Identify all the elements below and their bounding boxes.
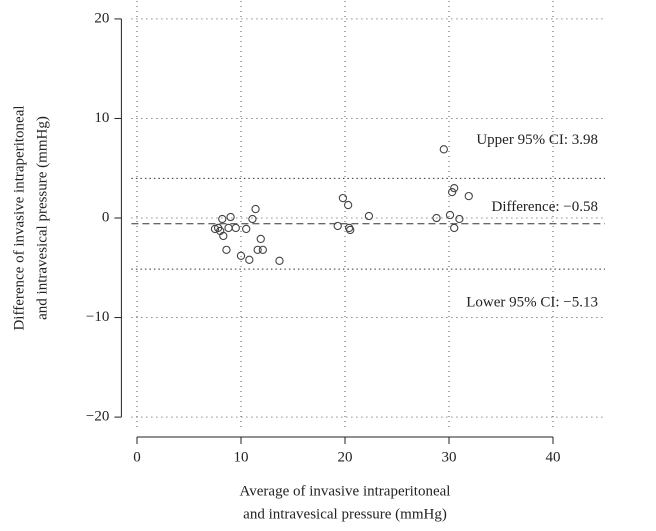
point (224, 223, 233, 233)
point (447, 187, 457, 197)
point (275, 256, 284, 265)
x-tick-label: 20 (338, 449, 353, 465)
point (219, 231, 228, 241)
point (455, 214, 464, 224)
point (364, 211, 374, 221)
point (248, 214, 257, 224)
y-tick-label: −10 (86, 309, 109, 325)
x-tick-label: 30 (442, 449, 457, 465)
x-tick-label: 0 (133, 449, 141, 465)
point (450, 223, 459, 233)
y-axis-label: and intravesical pressure (mmHg) (34, 116, 50, 320)
x-tick-label: 40 (546, 449, 561, 465)
point (333, 221, 342, 231)
point (253, 245, 262, 255)
point (343, 200, 353, 210)
point (258, 245, 267, 255)
point (346, 225, 355, 235)
point (218, 214, 227, 224)
point (226, 212, 235, 222)
x-axis-label: Average of invasive intraperitoneal (240, 483, 451, 499)
point (236, 251, 246, 260)
point (450, 183, 459, 193)
x-axis-label: and intravesical pressure (mmHg) (243, 506, 447, 522)
y-tick-label: 0 (102, 209, 110, 225)
annotation: Difference: −0.58 (492, 199, 598, 215)
y-tick-label: 20 (94, 10, 109, 26)
point (231, 223, 240, 233)
annotation: Upper 95% CI: 3.98 (476, 132, 598, 148)
y-tick-label: 10 (94, 110, 109, 126)
y-axis-label: Difference of invasive intraperitoneal (11, 105, 27, 330)
point (439, 145, 448, 154)
point (256, 234, 265, 244)
point (464, 191, 473, 201)
point (251, 204, 260, 214)
point (445, 210, 455, 220)
point (245, 255, 254, 264)
point (222, 245, 231, 255)
point (242, 224, 251, 234)
y-tick-label: −20 (86, 409, 109, 425)
point (338, 193, 348, 203)
annotation: Lower 95% CI: −5.13 (466, 295, 598, 311)
x-tick-label: 10 (234, 449, 249, 465)
point (432, 213, 441, 223)
